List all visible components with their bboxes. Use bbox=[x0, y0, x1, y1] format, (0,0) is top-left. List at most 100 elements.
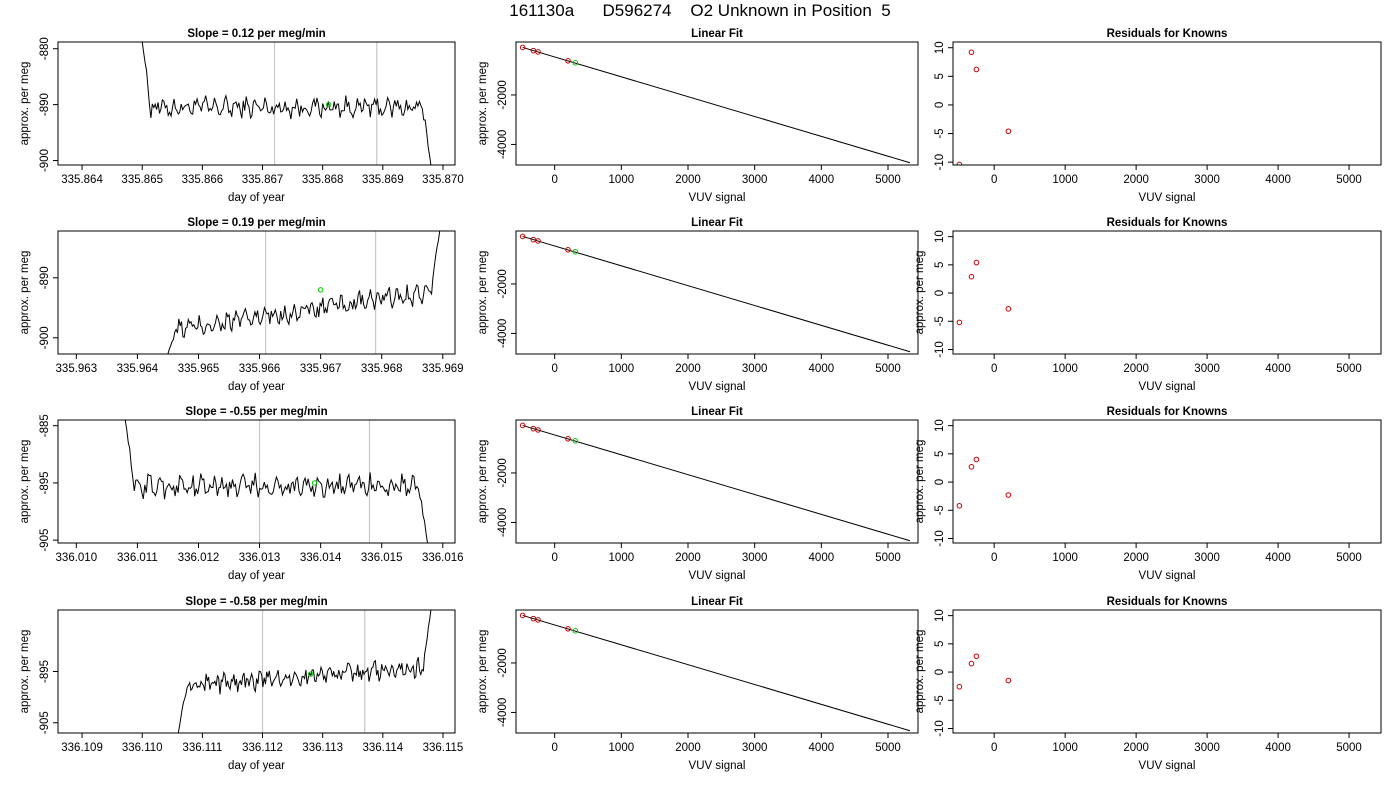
y-tick-label: -10 bbox=[934, 341, 946, 358]
x-tick-label: 3000 bbox=[742, 174, 768, 186]
x-tick-label: 335.866 bbox=[182, 174, 224, 186]
x-tick-label: 0 bbox=[991, 552, 997, 564]
signal-trace bbox=[167, 231, 441, 354]
x-tick-label: 2000 bbox=[1123, 363, 1149, 375]
panel-title: Residuals for Knowns bbox=[1107, 28, 1228, 40]
unknown-marker bbox=[325, 101, 332, 108]
x-tick-label: 1000 bbox=[1052, 742, 1078, 754]
x-tick-label: 4000 bbox=[809, 363, 835, 375]
x-tick-label: 0 bbox=[551, 363, 557, 375]
fit-panel-row-2: Linear Fit 0 1000 2000 3000 4000 5000 VUV signa… bbox=[477, 217, 919, 393]
residual-point bbox=[968, 273, 975, 280]
x-axis-label: VUV signal bbox=[689, 760, 746, 772]
x-axis-label: VUV signal bbox=[689, 570, 746, 582]
known-point bbox=[535, 427, 541, 433]
residual-point bbox=[968, 49, 975, 56]
x-tick-label: 4000 bbox=[1265, 742, 1291, 754]
panel-title: Linear Fit bbox=[691, 217, 743, 229]
residual-point bbox=[968, 464, 975, 470]
x-tick-label: 335.864 bbox=[61, 174, 103, 186]
residual-point bbox=[968, 660, 975, 667]
x-tick-label: 336.113 bbox=[302, 742, 343, 754]
x-axis-label: day of year bbox=[228, 192, 285, 204]
plot-area bbox=[519, 233, 911, 353]
x-axis-label: day of year bbox=[228, 570, 285, 582]
panel-title: Residuals for Knowns bbox=[1107, 596, 1228, 608]
x-tick-label: 336.013 bbox=[239, 552, 281, 564]
resid-panel-row-4: Residuals for Knowns 0 1000 2000 3000 4000 500… bbox=[914, 596, 1382, 772]
fit-line bbox=[522, 46, 911, 164]
x-tick-label: 336.114 bbox=[362, 742, 403, 754]
x-tick-label: 5000 bbox=[1336, 363, 1362, 375]
known-point bbox=[519, 233, 526, 240]
x-tick-label: 3000 bbox=[1194, 552, 1220, 564]
known-point bbox=[565, 436, 571, 442]
fit-panel-row-1: Linear Fit 0 1000 2000 3000 4000 5000 VUV signa… bbox=[477, 28, 919, 204]
x-tick-label: 5000 bbox=[875, 174, 901, 186]
known-point bbox=[519, 422, 526, 429]
signal-trace bbox=[124, 420, 428, 543]
y-tick-label: 5 bbox=[934, 73, 946, 79]
fit-panel-row-3: Linear Fit 0 1000 2000 3000 4000 5000 VUV signa… bbox=[477, 406, 919, 582]
x-tick-label: 1000 bbox=[1052, 552, 1078, 564]
fit-line bbox=[522, 235, 911, 353]
plot-area bbox=[167, 231, 441, 354]
y-tick-label: -4000 bbox=[497, 698, 509, 727]
residual-point bbox=[973, 259, 980, 266]
y-axis-label: approx. per meg bbox=[19, 630, 31, 714]
plot-area bbox=[141, 42, 432, 165]
x-tick-label: 336.010 bbox=[56, 552, 98, 564]
residual-point bbox=[973, 66, 980, 73]
x-tick-label: 2000 bbox=[675, 552, 701, 564]
x-tick-label: 335.869 bbox=[362, 174, 404, 186]
y-tick-label: -905 bbox=[39, 529, 51, 552]
residual-point bbox=[956, 502, 963, 509]
x-tick-label: 5000 bbox=[875, 742, 901, 754]
x-tick-label: 5000 bbox=[1336, 552, 1362, 564]
unknown-point bbox=[572, 59, 579, 66]
y-tick-label: -5 bbox=[934, 128, 946, 138]
y-tick-label: 0 bbox=[934, 479, 946, 485]
x-tick-label: 335.965 bbox=[178, 363, 220, 375]
y-tick-label: -5 bbox=[934, 695, 946, 705]
y-tick-label: -895 bbox=[39, 660, 51, 683]
residual-point bbox=[973, 456, 980, 463]
unknown-marker bbox=[311, 480, 318, 486]
y-tick-label: 0 bbox=[934, 102, 946, 108]
x-tick-label: 1000 bbox=[609, 552, 635, 564]
x-axis-label: VUV signal bbox=[1139, 381, 1196, 393]
unknown-point bbox=[572, 248, 579, 255]
x-tick-label: 335.865 bbox=[121, 174, 163, 186]
x-tick-label: 2000 bbox=[1123, 742, 1149, 754]
y-tick-label: 10 bbox=[934, 609, 946, 622]
x-tick-label: 335.963 bbox=[56, 363, 98, 375]
x-axis-label: day of year bbox=[228, 760, 285, 772]
y-tick-label: -890 bbox=[39, 93, 51, 116]
y-axis-label: approx. per meg bbox=[19, 62, 31, 146]
x-tick-label: 0 bbox=[551, 552, 557, 564]
residual-point bbox=[1005, 492, 1012, 498]
x-tick-label: 3000 bbox=[1194, 742, 1220, 754]
x-tick-label: 1000 bbox=[609, 174, 635, 186]
x-tick-label: 336.115 bbox=[423, 742, 464, 754]
y-tick-label: 10 bbox=[934, 41, 946, 54]
panel-title: Linear Fit bbox=[691, 406, 743, 418]
x-axis-label: VUV signal bbox=[689, 192, 746, 204]
x-tick-label: 0 bbox=[551, 742, 557, 754]
known-point bbox=[519, 612, 526, 619]
y-tick-label: -905 bbox=[39, 711, 51, 734]
plot-frame bbox=[57, 609, 456, 734]
x-axis-label: VUV signal bbox=[1139, 192, 1196, 204]
y-tick-label: -880 bbox=[39, 37, 51, 60]
known-point bbox=[565, 626, 571, 632]
x-tick-label: 5000 bbox=[1336, 742, 1362, 754]
x-tick-label: 4000 bbox=[1265, 174, 1291, 186]
y-axis-label: approx. per meg bbox=[914, 251, 926, 335]
x-tick-label: 3000 bbox=[742, 363, 768, 375]
y-axis-label: approx. per meg bbox=[914, 630, 926, 714]
y-tick-label: -2000 bbox=[497, 80, 509, 109]
x-tick-label: 336.111 bbox=[182, 742, 222, 754]
panel-title: Slope = 0.12 per meg/min bbox=[187, 28, 325, 40]
x-tick-label: 0 bbox=[991, 742, 997, 754]
fit-line bbox=[522, 424, 911, 542]
